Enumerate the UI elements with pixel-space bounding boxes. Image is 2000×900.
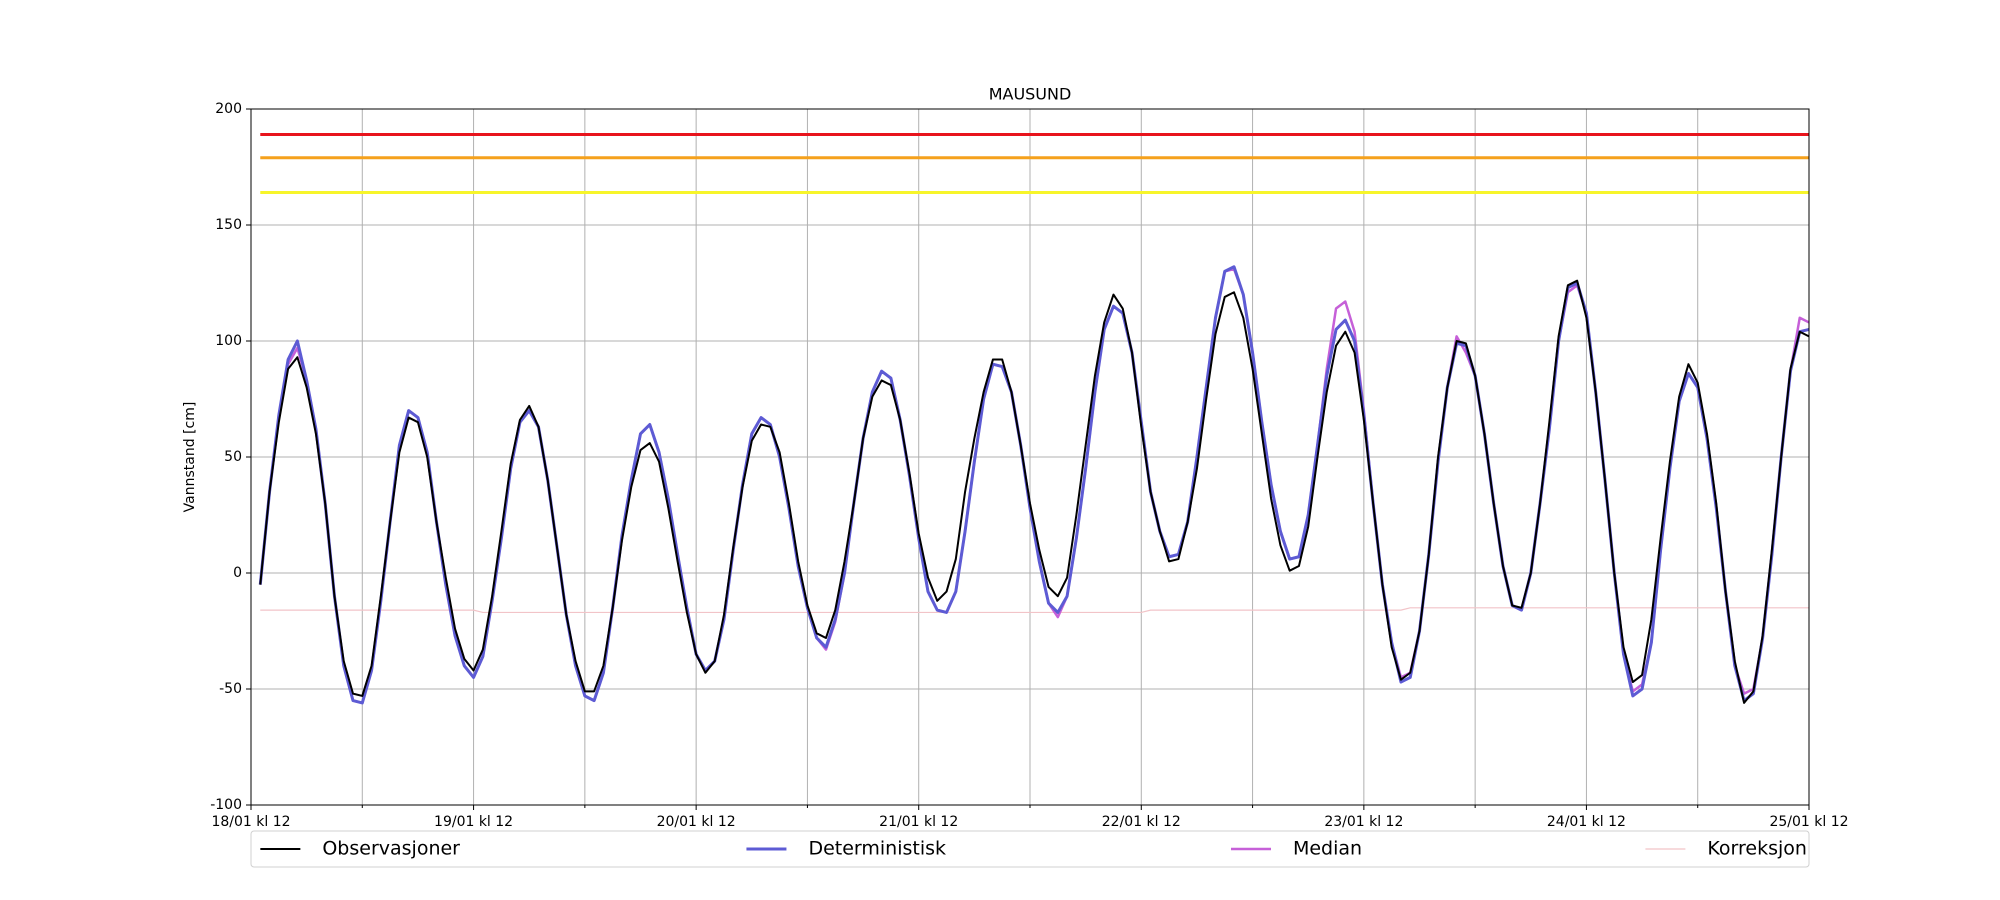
series-line [259,267,1810,705]
series-line [260,607,1809,614]
series-line [258,265,1810,705]
y-tick-label: 200 [215,101,242,117]
x-tick-label: 20/01 kl 12 [657,814,736,830]
y-tick-label: 100 [215,333,242,349]
legend-label: Observasjoner [322,838,460,860]
legend-label: Median [1293,838,1362,860]
plot-frame [250,108,1810,806]
x-tick-label: 18/01 kl 12 [211,814,290,830]
y-tick-label: 0 [233,565,242,581]
y-tick-label: 50 [224,449,242,465]
x-tick-label: 21/01 kl 12 [879,814,958,830]
legend-label: Korreksjon [1707,838,1807,860]
y-axis-label: Vannstand [cm] [182,402,198,513]
x-tick-label: 24/01 kl 12 [1547,814,1626,830]
legend-box [250,830,1810,868]
series-line [259,279,1810,704]
x-tick-label: 23/01 kl 12 [1324,814,1403,830]
x-tick-label: 19/01 kl 12 [434,814,513,830]
x-tick-label: 22/01 kl 12 [1102,814,1181,830]
x-tick-label: 25/01 kl 12 [1769,814,1848,830]
y-tick-label: -100 [210,797,242,813]
legend-label: Deterministisk [808,838,946,860]
y-tick-label: 150 [215,217,242,233]
chart-title: MAUSUND [989,85,1072,104]
y-tick-label: -50 [219,681,242,697]
